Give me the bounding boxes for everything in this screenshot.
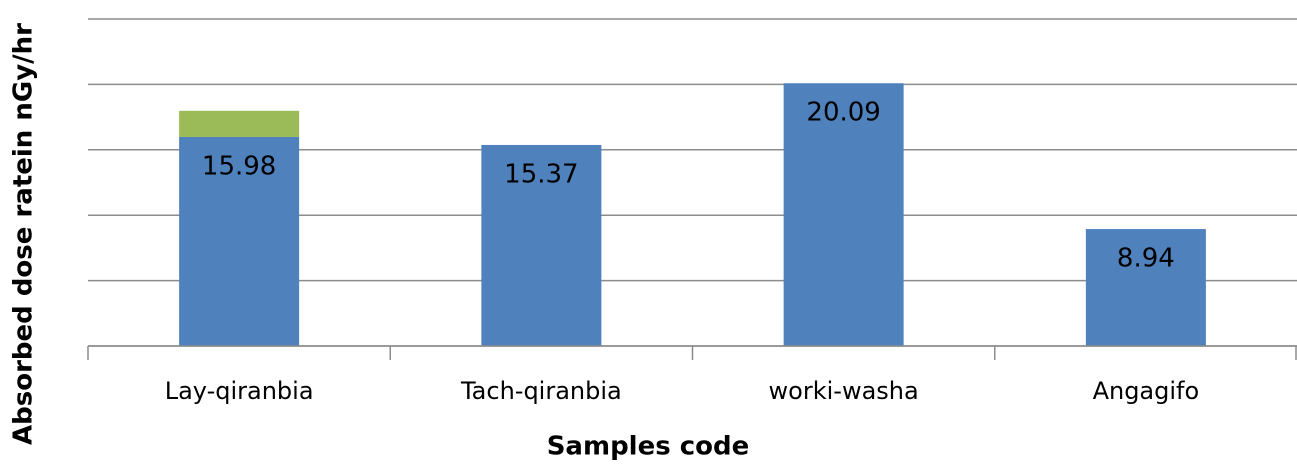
x-axis-title: Samples code xyxy=(547,432,750,462)
x-tick-label: Tach-qiranbia xyxy=(460,377,622,405)
y-axis-title: Absorbed dose ratein nGy/hr xyxy=(9,23,39,445)
bar xyxy=(179,110,300,137)
bar xyxy=(179,136,300,346)
bar xyxy=(481,144,602,346)
value-label: 15.37 xyxy=(504,159,578,189)
value-label: 20.09 xyxy=(806,98,880,128)
bar xyxy=(1085,229,1206,346)
x-tick-label: Lay-qiranbia xyxy=(165,377,314,405)
x-tick-label: worki-washa xyxy=(769,377,919,405)
bar xyxy=(783,83,904,346)
value-label: 15.98 xyxy=(202,151,276,181)
x-tick-label: Angagifo xyxy=(1093,377,1200,405)
value-label: 8.94 xyxy=(1117,244,1175,274)
